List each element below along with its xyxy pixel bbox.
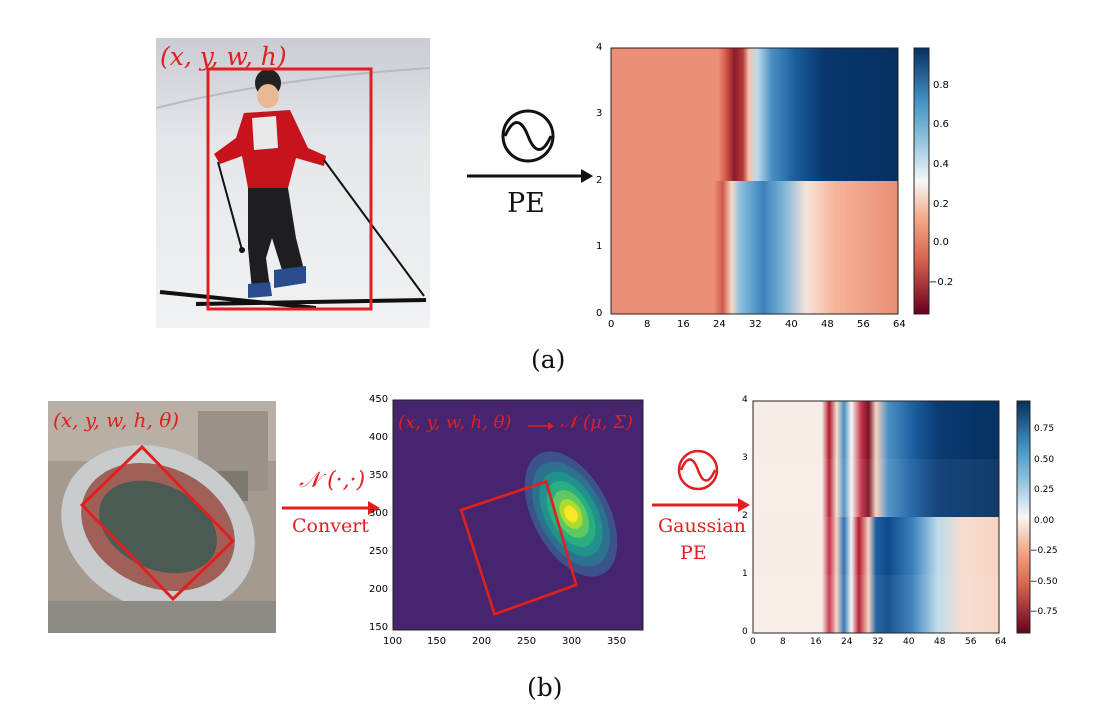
contour xyxy=(564,505,578,523)
xtick: 40 xyxy=(903,637,915,647)
bbox-label-a: (x, y, w, h) xyxy=(160,42,287,71)
ytick: 150 xyxy=(369,622,389,633)
xtick: 200 xyxy=(472,636,492,647)
xtick: 64 xyxy=(893,319,906,330)
small-arrow xyxy=(528,422,554,430)
cbtick: 0.8 xyxy=(933,80,949,91)
ytick: 200 xyxy=(369,584,389,595)
xtick: 64 xyxy=(995,637,1007,647)
xtick: 300 xyxy=(562,636,582,647)
bbox-label-b: (x, y, w, h, θ) xyxy=(53,408,180,432)
cbtick: −0.25 xyxy=(1030,546,1058,556)
mid-label-left: (x, y, w, h, θ) xyxy=(398,412,512,433)
gauss-symbol: 𝒩 (·,·) xyxy=(299,468,366,493)
xtick: 8 xyxy=(644,319,651,330)
ytick: 4 xyxy=(742,395,748,405)
xtick: 16 xyxy=(677,319,690,330)
ytick: 1 xyxy=(742,569,748,579)
xtick: 350 xyxy=(607,636,627,647)
heatmap-a-xticks: 0 8 16 24 32 40 48 56 64 xyxy=(606,319,906,333)
ytick: 2 xyxy=(742,511,748,521)
skier-photo xyxy=(156,38,430,328)
mid-label-right: 𝒩 (μ, Σ) xyxy=(560,412,633,433)
heatmap-b-xticks: 0 8 16 24 32 40 48 56 64 xyxy=(750,637,1010,649)
xtick: 250 xyxy=(517,636,537,647)
xtick: 32 xyxy=(872,637,884,647)
stadium-photo xyxy=(48,401,276,633)
convert-label: Convert xyxy=(292,515,369,537)
gaussian-plot xyxy=(392,399,644,631)
convert-arrow xyxy=(282,501,380,515)
cbtick: −0.75 xyxy=(1030,607,1058,617)
ytick: 300 xyxy=(369,508,389,519)
xtick: 0 xyxy=(750,637,756,647)
pe-arrow-a xyxy=(467,109,593,183)
xtick: 24 xyxy=(713,319,726,330)
xtick: 56 xyxy=(965,637,977,647)
ytick: 0 xyxy=(742,627,748,637)
bbox-a xyxy=(206,67,373,311)
gaussian-pe-arrow xyxy=(652,449,750,512)
bbox-rotated xyxy=(459,479,578,616)
xtick: 0 xyxy=(608,319,615,330)
cbtick: 0.50 xyxy=(1034,455,1055,465)
xtick: 56 xyxy=(857,319,870,330)
xtick: 40 xyxy=(785,319,798,330)
cbtick: 0.25 xyxy=(1034,485,1055,495)
sine-wave-icon xyxy=(677,449,719,491)
cbtick: 0.2 xyxy=(933,199,949,210)
cbtick: 0.75 xyxy=(1034,424,1055,434)
caption-b: (b) xyxy=(527,673,563,702)
cbtick: −0.50 xyxy=(1030,577,1058,587)
cbtick: 0.0 xyxy=(933,237,949,248)
sine-wave-icon xyxy=(501,109,555,163)
heatmap-a xyxy=(610,47,930,315)
caption-a: (a) xyxy=(531,345,566,374)
gaussian-pe-line2: PE xyxy=(680,542,707,564)
xtick: 32 xyxy=(749,319,762,330)
ytick: 250 xyxy=(369,546,389,557)
ytick: 2 xyxy=(596,175,603,186)
heatmap-b xyxy=(752,400,1031,634)
xtick: 8 xyxy=(780,637,786,647)
ytick: 350 xyxy=(369,470,389,481)
ytick: 3 xyxy=(596,108,603,119)
xtick: 24 xyxy=(841,637,853,647)
ytick: 450 xyxy=(369,394,389,405)
gaussian-pe-line1: Gaussian xyxy=(658,515,746,537)
xtick: 16 xyxy=(810,637,822,647)
ytick: 400 xyxy=(369,432,389,443)
bbox-b xyxy=(79,444,236,602)
ytick: 0 xyxy=(596,308,603,319)
xtick: 150 xyxy=(427,636,447,647)
cbtick: 0.6 xyxy=(933,119,949,130)
mid-xticks: 100 150 200 250 300 350 xyxy=(383,636,653,650)
pe-label-a: PE xyxy=(507,188,545,219)
xtick: 48 xyxy=(934,637,946,647)
cbtick: −0.2 xyxy=(929,277,954,288)
cbtick: 0.00 xyxy=(1034,516,1055,526)
ytick: 3 xyxy=(742,453,748,463)
ytick: 1 xyxy=(596,241,603,252)
xtick: 100 xyxy=(383,636,403,647)
xtick: 48 xyxy=(821,319,834,330)
cbtick: 0.4 xyxy=(933,159,949,170)
ytick: 4 xyxy=(596,42,603,53)
